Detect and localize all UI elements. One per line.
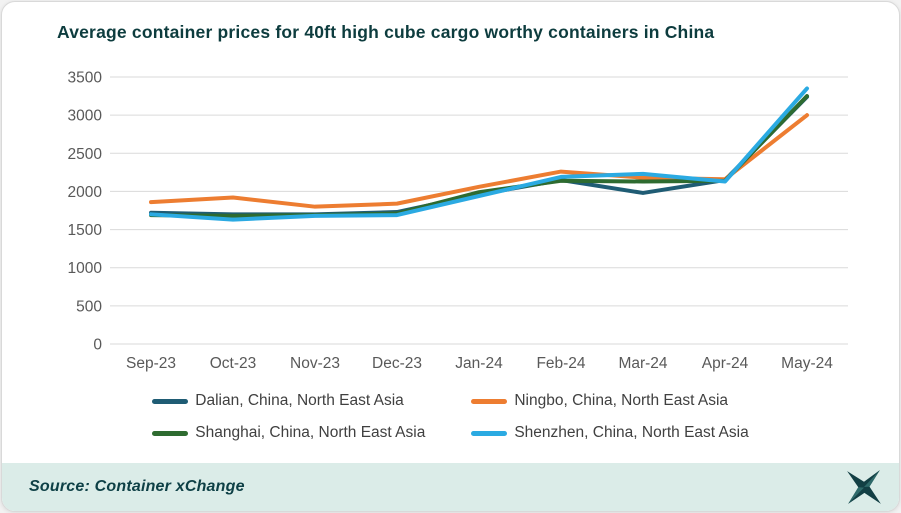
x-axis-label: Dec-23 xyxy=(372,355,422,372)
y-axis-label: 2500 xyxy=(68,146,103,163)
x-axis-label: Oct-23 xyxy=(210,355,257,372)
x-axis-label: Nov-23 xyxy=(290,355,340,372)
legend-item: Shanghai, China, North East Asia xyxy=(152,424,425,442)
legend-swatch xyxy=(152,398,189,404)
legend-swatch xyxy=(152,430,189,436)
y-axis-label: 0 xyxy=(93,337,102,354)
y-axis-label: 1000 xyxy=(68,260,103,277)
y-axis-label: 1500 xyxy=(68,222,103,239)
x-axis-label: Feb-24 xyxy=(536,355,585,372)
x-axis-label: Jan-24 xyxy=(455,355,503,372)
chart-title: Average container prices for 40ft high c… xyxy=(57,22,715,42)
series-line xyxy=(149,86,809,222)
x-axis-label: Mar-24 xyxy=(618,355,667,372)
x-axis-label: Apr-24 xyxy=(702,355,749,372)
series-line xyxy=(149,94,809,218)
legend-label: Dalian, China, North East Asia xyxy=(195,392,404,409)
x-axis-label: Sep-23 xyxy=(126,355,176,372)
source-label: Source: Container xChange xyxy=(29,478,245,495)
source-footer: Source: Container xChange xyxy=(2,463,899,511)
legend-label: Shanghai, China, North East Asia xyxy=(195,424,426,441)
y-axis-label: 3000 xyxy=(68,108,103,125)
y-axis-label: 2000 xyxy=(68,184,103,201)
legend-swatch xyxy=(471,430,508,436)
y-axis-label: 3500 xyxy=(68,70,103,87)
legend-item: Shenzhen, China, North East Asia xyxy=(471,424,749,442)
legend-label: Ningbo, China, North East Asia xyxy=(514,392,729,409)
chart-legend: Dalian, China, North East Asia Ningbo, Ch… xyxy=(2,392,899,442)
legend-swatch xyxy=(471,398,508,404)
legend-item: Ningbo, China, North East Asia xyxy=(471,392,728,410)
x-axis-label: May-24 xyxy=(781,355,833,372)
legend-label: Shenzhen, China, North East Asia xyxy=(514,424,749,441)
legend-item: Dalian, China, North East Asia xyxy=(152,392,404,410)
xchange-star-icon xyxy=(847,470,881,504)
y-axis-label: 500 xyxy=(76,298,102,315)
